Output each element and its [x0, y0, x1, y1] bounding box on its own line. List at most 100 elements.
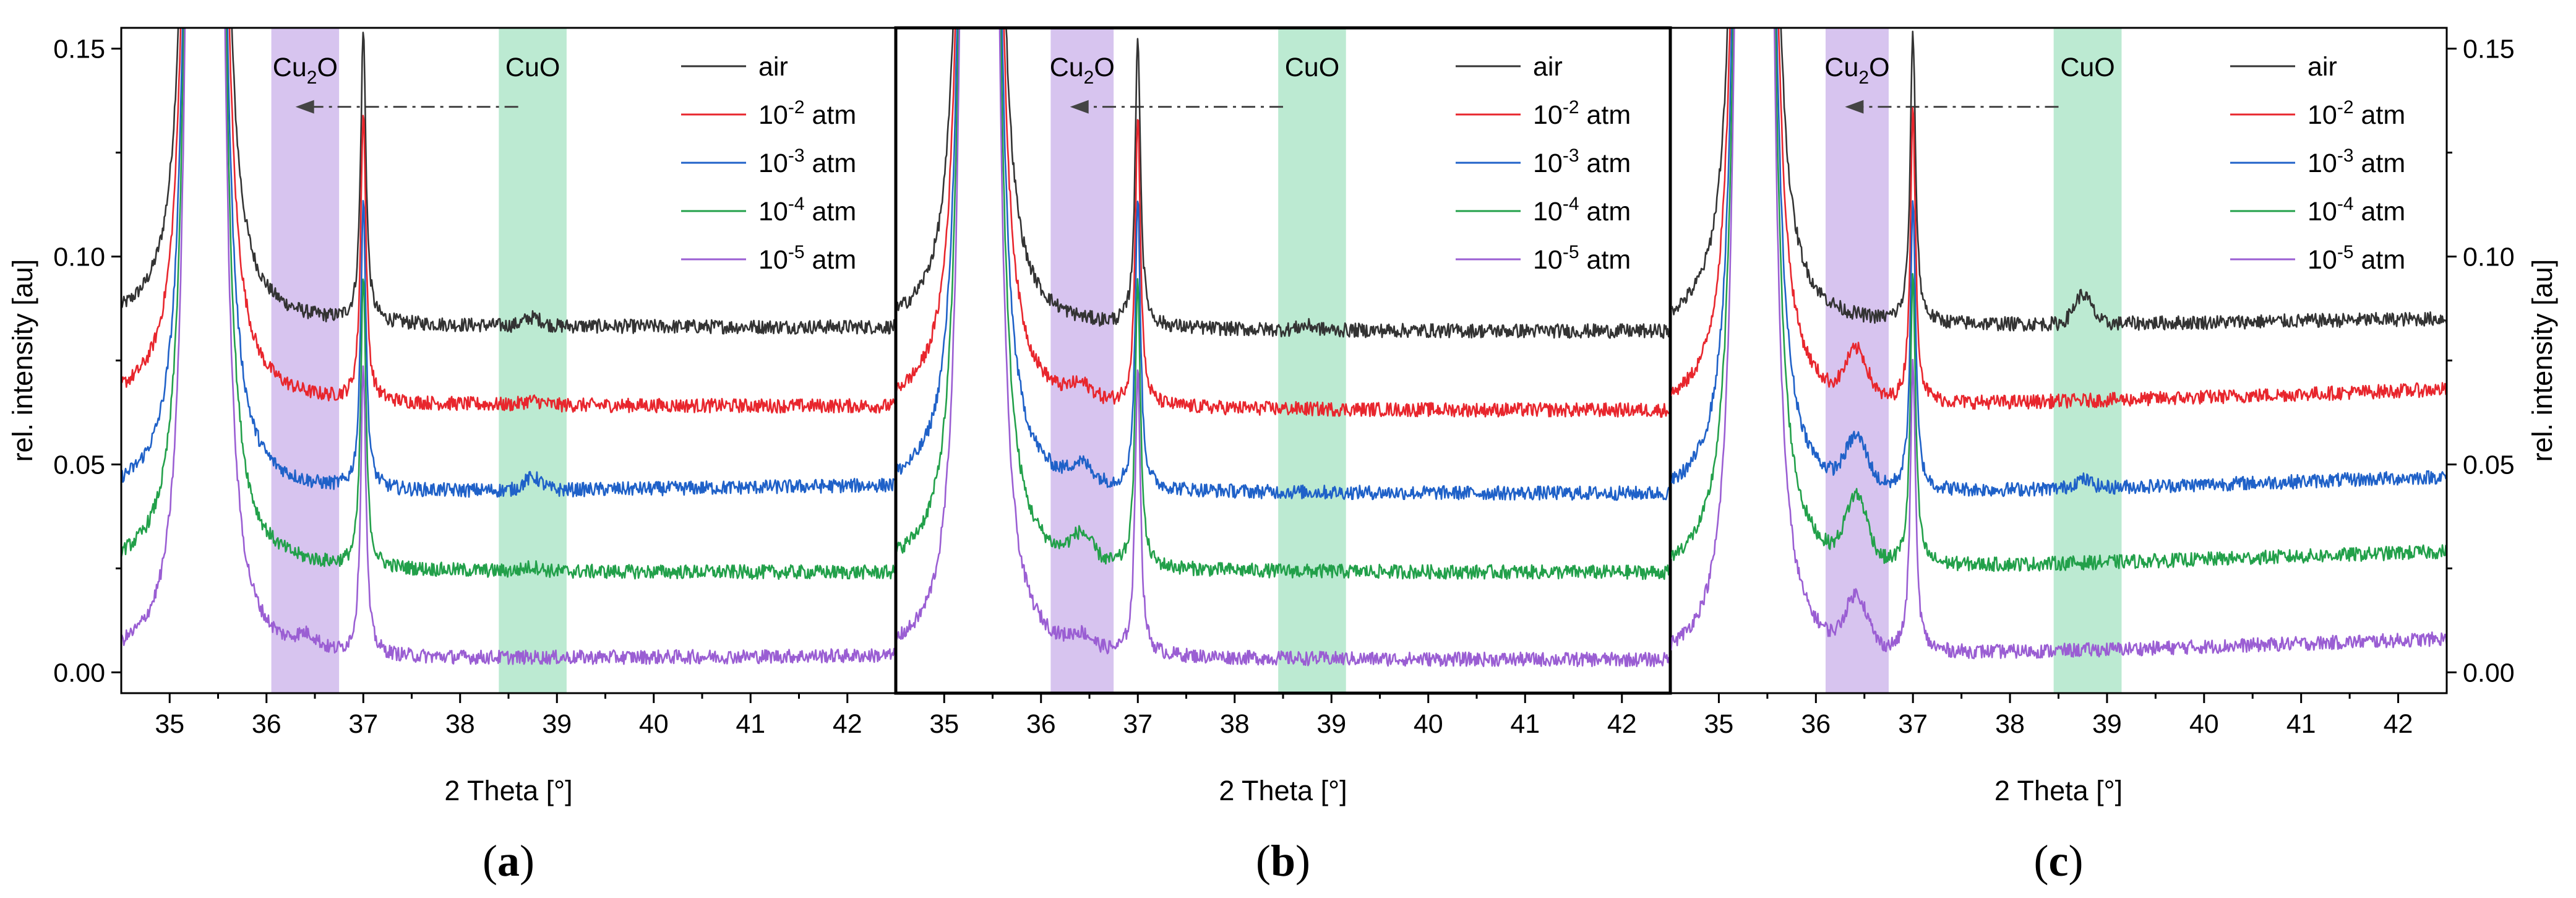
x-tick-label: 37	[1898, 709, 1928, 739]
x-tick-label: 36	[1801, 709, 1831, 739]
band-cuo	[271, 28, 340, 693]
legend-exp: -2	[788, 97, 805, 118]
y-tick-label: 0.10	[53, 243, 105, 272]
legend-exp: -4	[788, 194, 805, 214]
legend-exp: -3	[1563, 145, 1579, 166]
series-line-0	[1670, 28, 2447, 332]
band-label-sub: 2	[1084, 67, 1094, 88]
x-tick-label: 38	[1995, 709, 2025, 739]
x-tick-label: 36	[252, 709, 281, 739]
y-tick-label: 0.10	[2463, 243, 2515, 272]
x-tick-label: 42	[1607, 709, 1637, 739]
legend-label: 10-2 atm	[2308, 97, 2405, 130]
legend-base: 10	[758, 149, 788, 178]
legend-unit: atm	[805, 100, 857, 130]
panel-letter-char: a	[497, 836, 520, 886]
legend-label: 10-5 atm	[2308, 242, 2405, 275]
panel-letter-open: (	[1256, 836, 1271, 886]
x-tick-label: 38	[1220, 709, 1250, 739]
x-axis-title: 2 Theta [°]	[1994, 775, 2123, 806]
panel-letter: (c)	[2034, 836, 2084, 886]
panel-letter-close: )	[1295, 836, 1310, 886]
band-label: Cu2O	[1824, 53, 1889, 88]
series-group	[121, 28, 896, 665]
legend-exp: -5	[2337, 242, 2354, 262]
y-tick-label: 0.00	[2463, 658, 2515, 688]
series-group	[1670, 28, 2447, 660]
x-tick-label: 41	[1510, 709, 1540, 739]
legend-unit: atm	[1579, 245, 1631, 275]
series-line-2	[121, 28, 896, 498]
legend-label: 10-3 atm	[1533, 145, 1631, 178]
legend-base: 10	[2308, 245, 2337, 275]
x-tick-label: 37	[348, 709, 378, 739]
legend-base: 10	[1533, 100, 1563, 130]
series-line-4	[896, 28, 1670, 668]
legend-base: 10	[2308, 100, 2337, 130]
series-line-0	[121, 28, 896, 335]
panel-letter-open: (	[483, 836, 497, 886]
legend-unit: atm	[1579, 197, 1631, 227]
legend-label: 10-3 atm	[758, 145, 856, 178]
panel-letter-open: (	[2034, 836, 2049, 886]
panel-letter-char: b	[1271, 836, 1295, 886]
legend-label: 10-3 atm	[2308, 145, 2405, 178]
y-axis-title: rel. intensity [au]	[2527, 259, 2558, 462]
panel-letter-close: )	[2068, 836, 2083, 886]
legend-exp: -5	[788, 242, 805, 262]
legend-exp: -4	[1563, 194, 1579, 214]
legend-base: air	[1533, 52, 1563, 82]
shift-arrow-head	[295, 100, 314, 114]
x-tick-label: 42	[2384, 709, 2413, 739]
legend-label: 10-2 atm	[1533, 97, 1631, 130]
legend-label: 10-4 atm	[1533, 194, 1631, 227]
series-group	[896, 28, 1670, 668]
band-label-main: Cu	[1050, 53, 1084, 82]
legend-label: 10-5 atm	[758, 242, 856, 275]
panel-letter: (a)	[483, 836, 535, 886]
legend-exp: -3	[2337, 145, 2354, 166]
legend-label: 10-4 atm	[2308, 194, 2405, 227]
panel-letter: (b)	[1256, 836, 1310, 886]
legend-exp: -2	[1563, 97, 1579, 118]
legend-label: 10-4 atm	[758, 194, 856, 227]
x-tick-label: 41	[2286, 709, 2316, 739]
x-tick-label: 39	[1316, 709, 1346, 739]
legend-unit: atm	[2354, 245, 2406, 275]
x-axis-title: 2 Theta [°]	[1219, 775, 1347, 806]
panel-letter-close: )	[520, 836, 535, 886]
shift-arrow-head	[1070, 100, 1089, 114]
legend-base: 10	[2308, 149, 2337, 178]
legend-label: 10-2 atm	[758, 97, 856, 130]
band-cuo	[1050, 28, 1114, 693]
legend-base: 10	[758, 245, 788, 275]
legend-exp: -3	[788, 145, 805, 166]
legend-unit: atm	[2354, 197, 2406, 227]
x-tick-label: 39	[2092, 709, 2122, 739]
band-cuo	[1278, 28, 1346, 693]
series-line-2	[1670, 28, 2447, 498]
y-tick-label: 0.15	[53, 35, 105, 64]
band-label-main: Cu	[273, 53, 307, 82]
legend-unit: atm	[2354, 100, 2406, 130]
series-line-0	[896, 28, 1670, 339]
x-tick-label: 42	[833, 709, 862, 739]
x-axis-title: 2 Theta [°]	[444, 775, 572, 806]
series-line-2	[896, 28, 1670, 501]
y-tick-label: 0.00	[53, 658, 105, 688]
band-label: Cu2O	[1050, 53, 1115, 88]
legend-label: air	[1533, 52, 1563, 82]
x-tick-label: 38	[445, 709, 475, 739]
band-label-main: CuO	[2060, 53, 2114, 82]
band-label-sub: 2	[307, 67, 317, 88]
x-tick-label: 35	[929, 709, 959, 739]
series-line-1	[121, 28, 896, 414]
band-label: CuO	[1285, 53, 1339, 82]
series-line-1	[896, 28, 1670, 418]
legend-base: 10	[758, 100, 788, 130]
band-label: CuO	[2060, 53, 2114, 82]
legend-unit: atm	[805, 197, 857, 227]
